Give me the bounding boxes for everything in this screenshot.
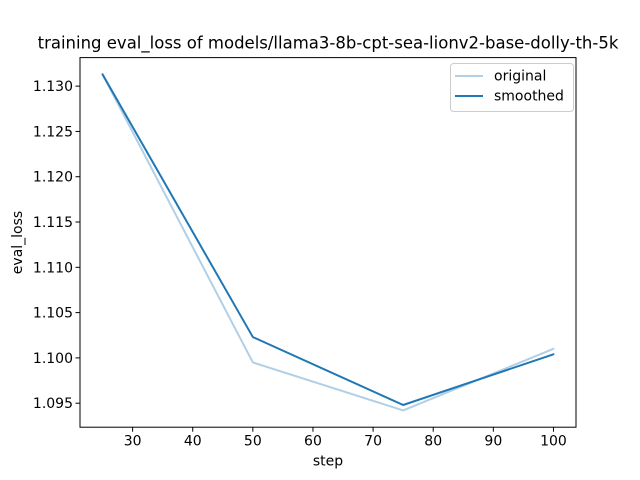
y-tick-label: 1.095 [33, 396, 73, 412]
y-tick-label: 1.120 [33, 170, 73, 186]
y-tick-label: 1.110 [33, 260, 73, 276]
x-tick-label: 30 [124, 434, 142, 450]
x-tick-label: 80 [424, 434, 442, 450]
x-axis-label: step [313, 454, 343, 470]
y-tick-label: 1.100 [33, 351, 73, 367]
y-tick-label: 1.130 [33, 79, 73, 95]
y-axis-label: eval_loss [10, 211, 26, 274]
x-tick-label: 70 [364, 434, 382, 450]
x-tick-label: 100 [540, 434, 567, 450]
y-tick-label: 1.125 [33, 124, 73, 140]
x-tick-label: 50 [244, 434, 262, 450]
y-tick-label: 1.115 [33, 215, 73, 231]
x-tick-label: 60 [304, 434, 322, 450]
series-line-original [101, 73, 555, 412]
chart-title: training eval_loss of models/llama3-8b-c… [38, 34, 619, 54]
legend: original smoothed [450, 63, 574, 112]
legend-label-smoothed: smoothed [494, 89, 564, 105]
axes-frame [79, 57, 577, 428]
y-tick-label: 1.105 [33, 306, 73, 322]
x-tick-label: 40 [184, 434, 202, 450]
legend-label-original: original [494, 69, 546, 85]
plot-area: 30 40 50 60 70 80 90 100 1.095 1.100 1.105 1.110 1.1… [33, 57, 577, 450]
x-tick-label: 90 [484, 434, 502, 450]
series-line-smoothed [101, 73, 555, 407]
